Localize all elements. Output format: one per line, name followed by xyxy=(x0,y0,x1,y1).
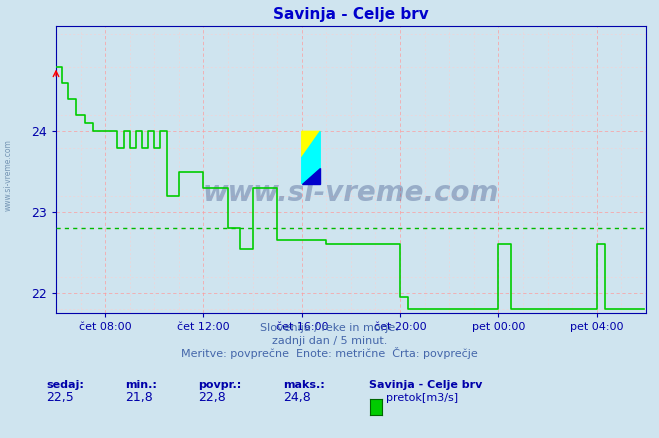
Text: www.si-vreme.com: www.si-vreme.com xyxy=(3,139,13,211)
Text: povpr.:: povpr.: xyxy=(198,380,241,390)
Text: zadnji dan / 5 minut.: zadnji dan / 5 minut. xyxy=(272,336,387,346)
Title: Savinja - Celje brv: Savinja - Celje brv xyxy=(273,7,429,22)
Text: pretok[m3/s]: pretok[m3/s] xyxy=(386,393,457,403)
Polygon shape xyxy=(302,131,320,158)
Text: 22,5: 22,5 xyxy=(46,391,74,404)
Text: min.:: min.: xyxy=(125,380,157,390)
Polygon shape xyxy=(302,131,320,184)
Text: 21,8: 21,8 xyxy=(125,391,153,404)
Text: Savinja - Celje brv: Savinja - Celje brv xyxy=(369,380,482,390)
Text: sedaj:: sedaj: xyxy=(46,380,84,390)
Text: 22,8: 22,8 xyxy=(198,391,225,404)
Text: Slovenija / reke in morje.: Slovenija / reke in morje. xyxy=(260,323,399,333)
Text: Meritve: povprečne  Enote: metrične  Črta: povprečje: Meritve: povprečne Enote: metrične Črta:… xyxy=(181,347,478,359)
Text: 24,8: 24,8 xyxy=(283,391,311,404)
Text: www.si-vreme.com: www.si-vreme.com xyxy=(203,179,499,207)
Polygon shape xyxy=(302,168,320,184)
Text: maks.:: maks.: xyxy=(283,380,325,390)
